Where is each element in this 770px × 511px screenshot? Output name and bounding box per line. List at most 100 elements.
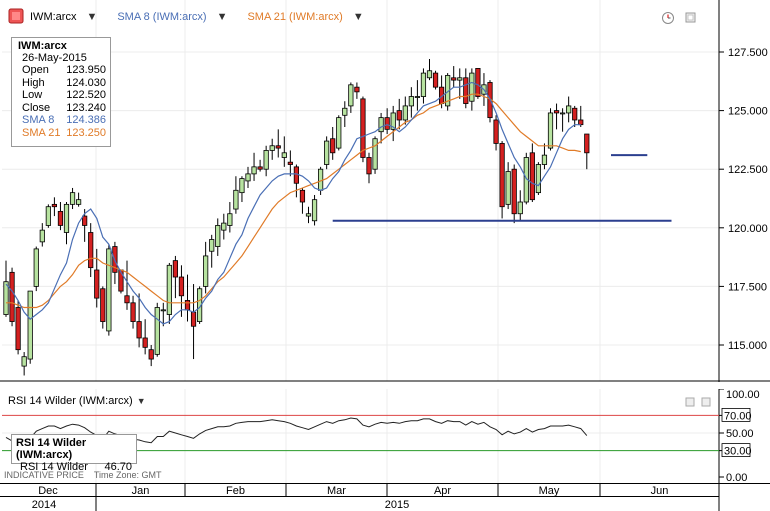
candle <box>505 162 511 210</box>
candle-body <box>9 271 15 322</box>
candle <box>517 190 523 221</box>
candle-body <box>396 110 402 121</box>
candle <box>136 293 142 348</box>
candle <box>100 286 106 329</box>
price-chart[interactable]: 127.500 125.000 122.500 120.000 117.500 115.0… <box>0 0 770 382</box>
candle <box>215 218 221 256</box>
month-label: Jun <box>651 485 669 497</box>
rsi-window-icons[interactable] <box>685 397 711 407</box>
candle-body <box>384 117 390 130</box>
candle <box>384 108 390 135</box>
candle <box>572 105 578 128</box>
candle-body <box>94 269 100 299</box>
year-labels: 2014 2015 <box>32 496 409 511</box>
candle-body <box>547 112 554 149</box>
ohlc-info-box: IWM:arcx 26-May-2015 Open 123.950 High 124… <box>11 37 111 147</box>
legend-symbol[interactable]: IWM:arcx <box>30 11 77 23</box>
price-tick-label: 125.000 <box>728 106 768 118</box>
price-tick-label: 115.000 <box>728 340 767 352</box>
candle-body <box>172 260 178 278</box>
candle <box>233 176 239 214</box>
candle-body <box>493 119 499 144</box>
info-row-sma21: SMA 21 123.250 <box>16 127 106 140</box>
info-row-high: High 124.030 <box>16 77 106 90</box>
candle-body <box>15 307 21 351</box>
price-tick-label: 117.500 <box>728 281 767 293</box>
candle <box>124 260 130 310</box>
candle-body <box>27 290 33 360</box>
candle <box>529 143 535 203</box>
candle <box>287 150 293 177</box>
date-axis: Dec Jan Feb Mar Apr May Jun 2014 2015 <box>0 483 770 511</box>
candle <box>63 202 70 245</box>
candle-body <box>245 173 251 182</box>
candle <box>457 68 463 99</box>
candle-body <box>402 105 408 121</box>
candle-body <box>324 140 330 165</box>
candle-body <box>348 84 354 107</box>
candle-body <box>251 166 257 175</box>
month-labels: Dec Jan Feb Mar Apr May Jun <box>38 483 668 497</box>
candle-body <box>336 117 342 149</box>
candle <box>402 96 408 125</box>
candle-body <box>330 138 336 154</box>
candle-body <box>360 98 366 158</box>
rsi-legend[interactable]: RSI 14 Wilder (IWM:arcx) ▼ <box>8 395 160 407</box>
candle-body <box>511 168 517 215</box>
candle <box>15 300 21 355</box>
candle <box>221 213 227 240</box>
chevron-down-icon[interactable]: ▼ <box>216 11 228 23</box>
candle <box>354 82 360 99</box>
candle <box>372 136 378 174</box>
candle-body <box>33 248 39 287</box>
candle-body <box>311 199 318 222</box>
info-value: 124.386 <box>66 114 106 126</box>
rsi-axis-ticks: 100.00 70.00 50.00 30.00 0.00 <box>719 389 760 483</box>
candle <box>451 66 457 88</box>
candle <box>330 127 336 160</box>
rsi-tick-label: 50.00 <box>726 428 754 440</box>
candle <box>324 136 330 170</box>
candle <box>69 187 76 210</box>
candle-body <box>578 119 584 126</box>
legend-sma8[interactable]: SMA 8 (IWM:arcx) <box>117 11 207 23</box>
rsi-legend-label[interactable]: RSI 14 Wilder (IWM:arcx) <box>8 395 133 407</box>
chevron-down-icon[interactable]: ▼ <box>136 396 146 406</box>
candle-body <box>408 96 414 107</box>
candle-body <box>184 300 191 311</box>
candle <box>263 145 269 177</box>
info-value: 124.030 <box>66 76 106 89</box>
candle-body <box>57 210 64 226</box>
rsi-tick-label: 70.00 <box>724 410 752 422</box>
candle <box>342 101 348 128</box>
trendlines <box>332 154 672 222</box>
chevron-down-icon[interactable]: ▼ <box>86 11 98 23</box>
candle-body <box>342 107 348 116</box>
legend-sma21[interactable]: SMA 21 (IWM:arcx) <box>247 11 343 23</box>
candle <box>584 133 590 170</box>
candle <box>299 187 306 214</box>
window-restore-icon[interactable] <box>685 12 696 23</box>
info-row-close: Close 123.240 <box>16 102 106 115</box>
chevron-down-icon[interactable]: ▼ <box>352 11 364 23</box>
candle <box>414 80 421 111</box>
candle <box>463 68 469 109</box>
info-label: Low <box>22 89 43 101</box>
candle-body <box>499 143 505 208</box>
candle-body <box>136 321 142 339</box>
candle <box>142 319 148 355</box>
rsi-info-box: RSI 14 Wilder (IWM:arcx) RSI 14 Wilder 46… <box>11 434 137 473</box>
candle <box>27 290 33 364</box>
timezone-label: Time Zone: GMT <box>93 470 162 480</box>
clock-icon[interactable] <box>662 12 674 24</box>
rsi-chart[interactable]: 100.00 70.00 50.00 30.00 0.00 <box>0 389 770 483</box>
rsi-level-badge <box>721 443 751 457</box>
month-label: Apr <box>434 485 451 497</box>
candle-body <box>263 150 269 170</box>
candle <box>172 255 178 299</box>
candle-body <box>160 309 166 312</box>
candle-body <box>88 232 94 269</box>
candle <box>541 143 548 170</box>
candle <box>311 194 318 226</box>
candle <box>203 241 209 294</box>
